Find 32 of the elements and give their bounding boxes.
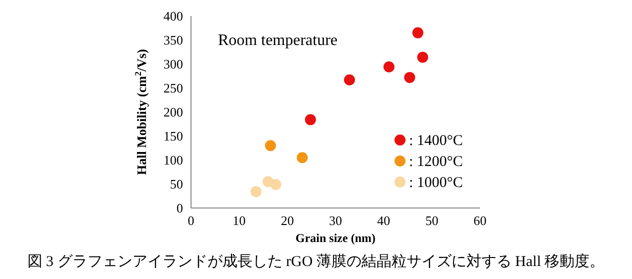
point: [344, 74, 355, 86]
annotation: Room temperature: [218, 32, 338, 49]
caption: 図 3 グラフェンアイランドが成長した rGO 薄膜の結晶粒サイズに対する Hall 移動度。: [26, 252, 606, 271]
point: [412, 27, 424, 38]
point: [417, 52, 428, 63]
y-tick-label: 400: [164, 8, 183, 24]
legend-label: : 1400°C: [409, 133, 463, 149]
y-tick-label: 350: [164, 32, 183, 48]
x-tick-label: 60: [474, 213, 486, 228]
x-tick-label: 10: [232, 213, 246, 228]
y-tick-label: 200: [164, 104, 183, 120]
point: [404, 72, 416, 83]
point: [304, 114, 316, 126]
point: [383, 61, 394, 72]
y-tick-label: 250: [164, 80, 183, 96]
point: [264, 140, 276, 152]
legend-label: : 1200°C: [409, 154, 463, 170]
y-tick-label: 300: [164, 56, 183, 72]
x-tick-label: 50: [425, 213, 438, 228]
x-axis-title: Grain size (nm): [296, 231, 376, 245]
x-tick-label: 0: [188, 213, 194, 228]
point: [270, 178, 282, 190]
x-tick-label: 20: [280, 213, 294, 228]
point: [250, 186, 262, 198]
point: [296, 152, 308, 164]
legend-label: : 1000°C: [409, 175, 463, 191]
y-tick-label: 150: [164, 128, 183, 144]
x-tick-label: 30: [329, 213, 342, 228]
y-tick-label: 100: [164, 152, 183, 168]
y-tick-label: 0: [176, 200, 183, 216]
x-tick-label: 40: [377, 213, 390, 228]
y-tick-label: 50: [170, 176, 183, 192]
